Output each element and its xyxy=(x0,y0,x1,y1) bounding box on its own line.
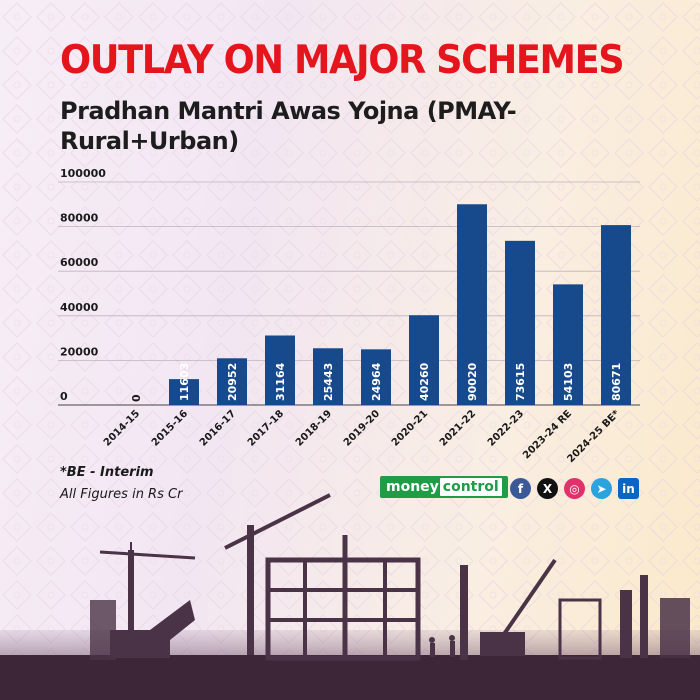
bar xyxy=(265,335,295,405)
notes: *BE - Interim All Figures in Rs Cr xyxy=(60,462,182,506)
bar xyxy=(361,349,391,405)
x-tick-label: 2023-24 RE xyxy=(521,408,574,461)
interim-note: *BE - Interim xyxy=(60,465,154,480)
y-tick-label: 0 xyxy=(60,390,68,403)
x-tick-label: 2020-21 xyxy=(390,408,430,448)
bar xyxy=(169,379,199,405)
bar xyxy=(217,358,247,405)
social-links: f X ◎ ➤ in xyxy=(510,478,639,499)
x-tick-label: 2015-16 xyxy=(150,408,190,448)
logo-text-money: money xyxy=(386,479,439,495)
data-label: 54103 xyxy=(562,363,575,401)
x-tick-label: 2018-19 xyxy=(294,408,334,448)
y-tick-label: 60000 xyxy=(60,256,99,269)
x-tick-label: 2017-18 xyxy=(246,408,286,448)
data-label: 20952 xyxy=(226,363,239,401)
moneycontrol-logo[interactable]: money control xyxy=(380,476,508,498)
telegram-icon[interactable]: ➤ xyxy=(591,478,612,499)
x-tick-label: 2019-20 xyxy=(342,408,382,448)
chart-title: OUTLAY ON MAJOR SCHEMES xyxy=(60,38,625,83)
y-tick-label: 80000 xyxy=(60,212,99,225)
data-label: 11603 xyxy=(178,363,191,401)
y-tick-label: 20000 xyxy=(60,345,99,358)
data-label: 73615 xyxy=(514,363,527,401)
x-tick-label: 2022-23 xyxy=(486,408,526,448)
data-label: 80671 xyxy=(610,363,623,401)
x-tick-label: 2016-17 xyxy=(198,408,238,448)
x-tick-label: 2014-15 xyxy=(102,408,142,448)
data-label: 90020 xyxy=(466,362,479,401)
x-icon[interactable]: X xyxy=(537,478,558,499)
units-note: All Figures in Rs Cr xyxy=(60,487,183,502)
bar xyxy=(505,240,535,405)
data-label: 40260 xyxy=(418,362,431,401)
construction-skyline xyxy=(0,493,700,700)
data-label: 31164 xyxy=(274,362,287,401)
y-tick-label: 40000 xyxy=(60,301,99,314)
logo-text-control: control xyxy=(439,478,502,496)
bar xyxy=(601,225,631,405)
facebook-icon[interactable]: f xyxy=(510,478,531,499)
bar xyxy=(313,348,343,405)
chart-subtitle: Pradhan Mantri Awas Yojna (PMAY-Rural+Ur… xyxy=(60,97,517,155)
bar xyxy=(457,204,487,405)
bar-chart: 0 20000 40000 60000 80000 100000 0 2014-15 11603… xyxy=(58,167,640,465)
data-label: 25443 xyxy=(322,363,335,401)
data-label: 24964 xyxy=(370,362,383,401)
linkedin-icon[interactable]: in xyxy=(618,478,639,499)
bar xyxy=(553,284,583,405)
x-tick-label: 2024-25 BE* xyxy=(566,408,623,465)
bar xyxy=(409,315,439,405)
instagram-icon[interactable]: ◎ xyxy=(564,478,585,499)
x-tick-label: 2021-22 xyxy=(438,408,478,448)
y-tick-label: 100000 xyxy=(60,167,106,180)
data-label: 0 xyxy=(130,394,143,402)
